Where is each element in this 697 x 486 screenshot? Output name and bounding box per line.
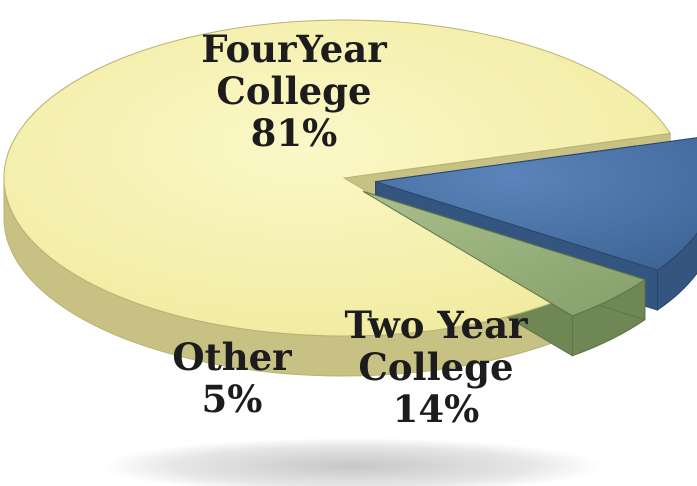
slice-label-four-year-college: FourYear College 81% bbox=[201, 28, 387, 154]
slice-label-line: College bbox=[358, 345, 514, 389]
pie-slice-four-year-college bbox=[3, 19, 672, 337]
slice-label-line: Other bbox=[172, 335, 292, 379]
slice-label-other: Other 5% bbox=[172, 336, 291, 420]
slice-label-two-year-college: Two Year College 14% bbox=[344, 304, 527, 430]
pie-slice-two-year-college bbox=[375, 137, 697, 271]
slice-label-line: FourYear bbox=[201, 27, 387, 71]
slice-label-line: Two Year bbox=[344, 303, 528, 347]
slice-label-line: College bbox=[216, 69, 372, 113]
slice-value-label: 14% bbox=[392, 387, 480, 431]
slice-value-label: 81% bbox=[250, 111, 338, 155]
pie-shadow bbox=[102, 438, 602, 486]
slice-value-label: 5% bbox=[201, 377, 263, 421]
pie-slice-other bbox=[362, 190, 647, 317]
